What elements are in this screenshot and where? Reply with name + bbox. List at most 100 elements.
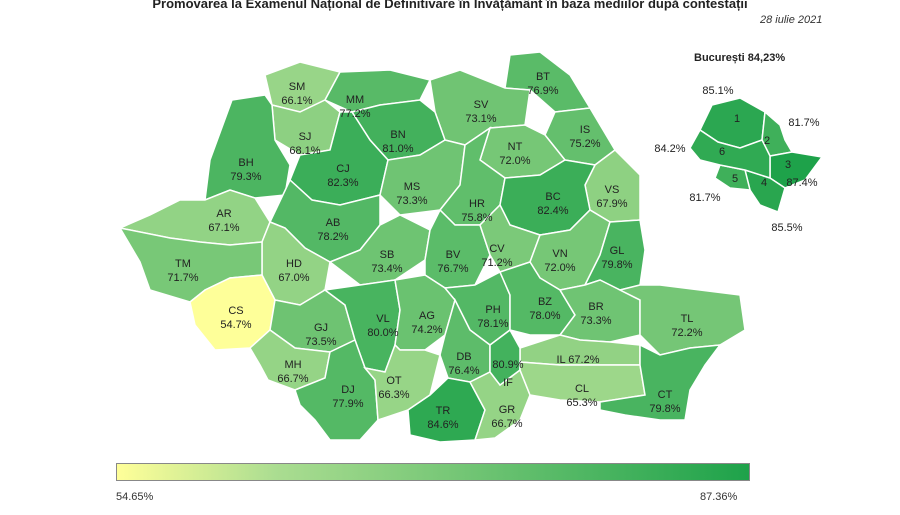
county-pct-dj: 77.9% [332,398,363,410]
county-code-mh: MH [284,359,301,371]
sector-number-6: 6 [719,146,725,158]
county-code-sm: SM [289,81,306,93]
county-code-gl: GL [610,245,625,257]
county-code-sv: SV [474,99,489,111]
sector-number-1: 1 [734,113,740,125]
county-code-ag: AG [419,310,435,322]
county-code-vl: VL [376,313,389,325]
county-pct-cv: 71.2% [481,257,512,269]
county-pct-sv: 73.1% [465,113,496,125]
county-code-ot: OT [386,375,402,387]
county-pct-gl: 79.8% [601,259,632,271]
county-pct-vl: 80.0% [367,327,398,339]
county-pct-bn: 81.0% [382,143,413,155]
county-cl [519,361,646,403]
county-pct-tl: 72.2% [671,327,702,339]
county-pct-bh: 79.3% [230,171,261,183]
county-code-db: DB [456,351,471,363]
county-code-cs: CS [228,305,243,317]
county-pct-sm: 66.1% [281,95,312,107]
county-pct-ot: 66.3% [378,389,409,401]
sector-number-3: 3 [785,159,791,171]
county-code-cv: CV [489,243,505,255]
county-code-gj: GJ [314,322,328,334]
county-bv [424,208,491,289]
county-pct-vs: 67.9% [596,198,627,210]
county-pct-ab: 78.2% [317,231,348,243]
county-pct-ph: 78.1% [477,318,508,330]
county-code-tm: TM [175,258,191,270]
county-code-dj: DJ [341,384,354,396]
sector-pct-5: 81.7% [689,192,720,204]
county-pct-cs: 54.7% [220,319,251,331]
sector-number-4: 4 [761,177,767,189]
sector-number-2: 2 [764,135,770,147]
sector-pct-3: 87.4% [786,177,817,189]
county-pct-bt: 76.9% [527,85,558,97]
county-pct-vn: 72.0% [544,262,575,274]
sector-pct-4: 85.5% [771,222,802,234]
county-pct-gr: 66.7% [491,418,522,430]
county-pct-mm: 77.2% [339,108,370,120]
county-code-vn: VN [552,248,567,260]
county-code-bv: BV [446,249,461,261]
county-pct-ar: 67.1% [208,222,239,234]
legend-max-label: 87.36% [700,491,738,503]
county-pct-hr: 75.8% [461,212,492,224]
legend-color-scale [116,463,750,481]
sector-6 [689,128,771,180]
county-code-br: BR [588,301,603,313]
county-pct-sj: 68.1% [289,145,320,157]
sector-number-5: 5 [732,173,738,185]
county-pct-db: 76.4% [448,365,479,377]
county-code-sj: SJ [299,131,312,143]
county-code-tr: TR [436,405,451,417]
county-pct-tr: 84.6% [427,419,458,431]
county-pct-if: 80.9% [492,359,523,371]
county-label-il: IL 67.2% [556,354,599,366]
legend-min-label: 54.65% [116,491,154,503]
county-code-bc: BC [545,191,560,203]
county-code-bt: BT [536,71,550,83]
county-pct-bc: 82.4% [537,205,568,217]
county-code-ar: AR [216,208,231,220]
sector-pct-2: 81.7% [788,117,819,129]
county-code-gr: GR [499,404,516,416]
sector-pct-6: 84.2% [654,143,685,155]
bucharest-inset [689,97,824,213]
county-tl [617,284,746,356]
county-pct-cl: 65.3% [566,397,597,409]
county-code-hd: HD [286,258,302,270]
county-pct-ct: 79.8% [649,403,680,415]
date-label: 28 iulie 2021 [760,14,823,26]
county-pct-bv: 76.7% [437,263,468,275]
county-pct-bz: 78.0% [529,310,560,322]
county-pct-hd: 67.0% [278,272,309,284]
sector-pct-1: 85.1% [702,85,733,97]
county-pct-ms: 73.3% [396,195,427,207]
county-code-sb: SB [380,249,395,261]
page-title: Promovarea la Examenul Național de Defin… [152,0,748,11]
county-ot [363,343,441,422]
county-pct-cj: 82.3% [327,177,358,189]
county-pct-is: 75.2% [569,138,600,150]
bucuresti-title: București 84,23% [694,52,786,64]
county-code-ab: AB [326,217,341,229]
county-code-bz: BZ [538,296,552,308]
county-pct-br: 73.3% [580,315,611,327]
county-code-cl: CL [575,383,589,395]
county-pct-mh: 66.7% [277,373,308,385]
sector-labels: 1 85.1% 2 81.7% 3 87.4% 4 85.5% 5 81.7% 6 84.2% [654,85,819,234]
county-ag [394,274,456,351]
county-code-ct: CT [658,389,673,401]
county-pct-sb: 73.4% [371,263,402,275]
county-code-bn: BN [390,129,405,141]
county-code-is: IS [580,124,590,136]
county-code-if: IF [503,377,513,389]
county-pct-ag: 74.2% [411,324,442,336]
county-code-vs: VS [605,184,620,196]
county-pct-nt: 72.0% [499,155,530,167]
county-code-mm: MM [346,94,364,106]
county-ct [599,343,722,421]
